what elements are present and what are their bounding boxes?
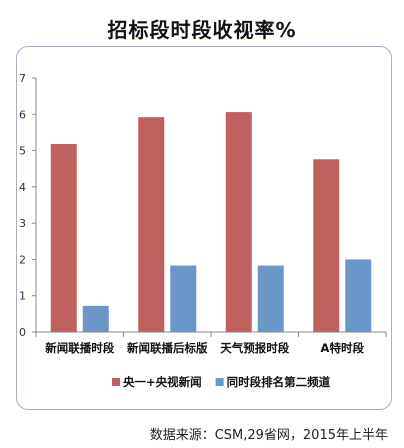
bar-series-1-3 xyxy=(225,112,252,332)
bar-series-2-3 xyxy=(257,265,284,332)
category-label: 新闻联播时段 xyxy=(45,341,114,355)
bar-series-1-2 xyxy=(138,117,165,332)
y-tick-label: 1 xyxy=(19,290,26,303)
category-label: 新闻联播后标版 xyxy=(127,341,208,355)
y-tick-label: 0 xyxy=(19,326,26,339)
category-label: A特时段 xyxy=(321,341,365,355)
y-tick-label: 2 xyxy=(19,253,26,266)
y-tick-label: 3 xyxy=(19,217,26,230)
bar-series-2-4 xyxy=(345,259,372,332)
legend-swatch xyxy=(215,378,224,386)
legend-label: 同时段排名第二频道 xyxy=(227,375,331,389)
y-tick-label: 5 xyxy=(19,145,26,158)
legend-label: 央一+央视新闻 xyxy=(123,375,202,389)
source-note: 数据来源：CSM,29省网，2015年上半年 xyxy=(149,428,388,443)
y-tick-label: 7 xyxy=(19,72,26,85)
legend-swatch xyxy=(112,378,120,386)
bar-series-1-4 xyxy=(313,159,340,332)
bar-series-2-1 xyxy=(82,305,109,332)
bar-series-1-1 xyxy=(50,144,77,332)
category-label: 天气预报时段 xyxy=(220,341,289,355)
y-tick-label: 6 xyxy=(19,108,26,121)
bar-series-2-2 xyxy=(170,265,197,332)
y-tick-label: 4 xyxy=(19,181,26,194)
chart-title: 招标段时段收视率% xyxy=(107,18,297,42)
